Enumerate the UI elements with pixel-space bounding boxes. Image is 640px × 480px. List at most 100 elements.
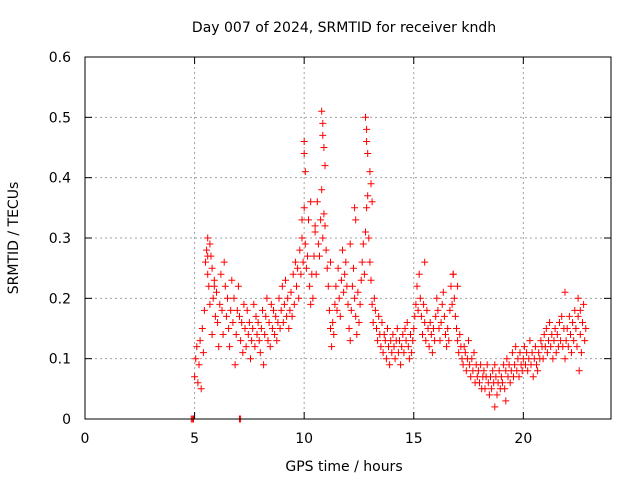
data-point bbox=[493, 391, 501, 399]
data-point bbox=[341, 270, 349, 278]
data-point bbox=[434, 306, 442, 314]
data-point bbox=[288, 312, 296, 320]
data-point bbox=[355, 319, 363, 326]
data-point bbox=[579, 319, 586, 326]
data-point bbox=[350, 264, 357, 272]
data-point bbox=[534, 367, 542, 375]
data-point bbox=[236, 312, 243, 320]
data-point bbox=[332, 282, 340, 290]
data-point bbox=[264, 337, 272, 345]
data-point bbox=[276, 325, 284, 332]
data-point bbox=[262, 312, 270, 320]
data-point bbox=[543, 349, 551, 357]
data-point bbox=[321, 222, 329, 230]
data-point bbox=[354, 288, 362, 296]
data-point bbox=[535, 349, 543, 357]
data-point bbox=[582, 325, 590, 332]
data-point bbox=[373, 325, 380, 332]
data-point bbox=[499, 379, 506, 387]
data-point bbox=[348, 282, 356, 290]
data-point bbox=[501, 385, 509, 393]
data-point bbox=[336, 312, 344, 320]
data-point bbox=[225, 325, 233, 332]
data-point bbox=[404, 343, 412, 351]
x-tick-label: 20 bbox=[514, 431, 532, 447]
data-point bbox=[311, 222, 319, 230]
data-point bbox=[565, 312, 573, 320]
data-point bbox=[297, 270, 305, 278]
data-point bbox=[247, 355, 254, 363]
data-point bbox=[320, 144, 328, 151]
data-point bbox=[204, 270, 212, 278]
data-point bbox=[192, 355, 200, 363]
data-point bbox=[402, 337, 410, 345]
data-point bbox=[368, 300, 376, 308]
data-point bbox=[286, 306, 294, 314]
data-point bbox=[491, 403, 499, 411]
data-point bbox=[489, 367, 497, 375]
data-point bbox=[245, 319, 253, 326]
y-tick-label: 0.3 bbox=[49, 231, 71, 247]
data-point bbox=[319, 234, 327, 242]
data-point bbox=[352, 216, 360, 224]
data-point bbox=[321, 162, 329, 170]
data-point bbox=[390, 343, 398, 351]
data-point bbox=[194, 379, 202, 387]
data-point bbox=[255, 337, 263, 345]
data-point bbox=[562, 337, 570, 345]
data-point bbox=[363, 204, 371, 212]
data-point bbox=[481, 385, 489, 393]
data-point bbox=[234, 282, 242, 290]
data-point bbox=[447, 282, 455, 290]
data-point bbox=[209, 294, 217, 302]
data-point bbox=[208, 264, 216, 272]
data-point bbox=[488, 385, 496, 393]
data-point bbox=[411, 312, 419, 320]
data-point bbox=[260, 361, 268, 369]
data-point bbox=[449, 270, 457, 278]
data-point bbox=[237, 337, 245, 345]
data-point bbox=[388, 349, 396, 357]
data-point bbox=[433, 294, 441, 302]
data-point bbox=[520, 343, 528, 351]
data-point bbox=[415, 270, 423, 278]
data-point bbox=[410, 325, 418, 332]
data-point bbox=[318, 107, 326, 115]
data-point bbox=[389, 331, 397, 338]
data-point bbox=[320, 210, 328, 218]
data-point bbox=[322, 246, 330, 254]
data-point bbox=[384, 325, 391, 332]
data-point bbox=[572, 325, 580, 332]
data-point bbox=[564, 343, 572, 351]
data-point bbox=[241, 325, 249, 332]
data-point bbox=[454, 282, 462, 290]
data-point bbox=[263, 294, 271, 302]
data-point bbox=[307, 300, 315, 308]
data-point bbox=[293, 282, 300, 290]
y-tick-label: 0 bbox=[62, 412, 71, 428]
data-point bbox=[339, 246, 346, 254]
data-point bbox=[451, 312, 459, 320]
data-point bbox=[577, 349, 585, 357]
data-point bbox=[420, 300, 428, 308]
data-point bbox=[459, 361, 467, 369]
data-point bbox=[347, 306, 355, 314]
data-point bbox=[551, 325, 559, 332]
data-point bbox=[539, 355, 547, 363]
data-point bbox=[304, 252, 311, 260]
data-point bbox=[330, 331, 338, 338]
data-point bbox=[516, 349, 524, 357]
data-point bbox=[352, 312, 360, 320]
data-point bbox=[244, 331, 252, 338]
data-point bbox=[497, 373, 505, 381]
data-point bbox=[216, 300, 224, 308]
data-point bbox=[378, 319, 386, 326]
data-point bbox=[285, 325, 293, 332]
data-point bbox=[238, 319, 246, 326]
data-point bbox=[344, 300, 352, 308]
data-point bbox=[359, 240, 367, 248]
data-point bbox=[213, 288, 220, 296]
data-point bbox=[397, 361, 405, 369]
data-point bbox=[432, 312, 440, 320]
